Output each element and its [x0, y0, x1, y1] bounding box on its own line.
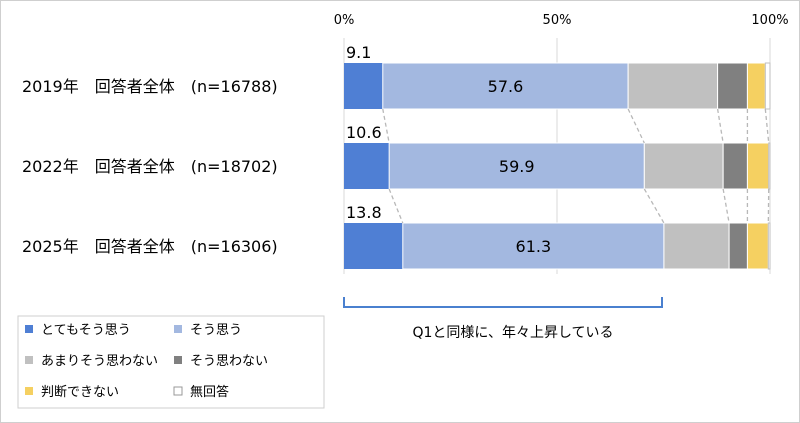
connector-line — [382, 108, 390, 144]
bar-segment — [663, 222, 730, 270]
bar-segment — [402, 222, 665, 270]
bar-segment — [746, 142, 770, 190]
bar-segment — [717, 62, 748, 110]
bar-segment — [767, 222, 771, 270]
data-label: 10.6 — [346, 123, 382, 142]
bar-segment — [746, 222, 769, 270]
legend-swatch — [174, 356, 182, 364]
data-label: 57.6 — [488, 77, 524, 96]
category-label: 2019年 回答者全体 (n=16788) — [22, 77, 278, 96]
bar-segment — [344, 143, 390, 189]
bar-segment — [746, 62, 766, 110]
bar-segment — [627, 62, 719, 110]
legend-label: 判断できない — [41, 385, 119, 400]
legend-swatch — [25, 356, 33, 364]
legend-swatch — [173, 386, 183, 396]
bar-segment — [764, 62, 771, 110]
category-label: 2025年 回答者全体 (n=16306) — [22, 237, 278, 256]
connector-line — [388, 188, 404, 224]
data-label: 13.8 — [346, 203, 382, 222]
category-label: 2022年 回答者全体 (n=18702) — [22, 157, 278, 176]
bar-segment — [382, 62, 629, 110]
connector-line — [764, 108, 770, 144]
bar-segment — [728, 222, 748, 270]
annotation-text: Q1と同様に、年々上昇している — [412, 325, 613, 341]
bar-segment — [344, 63, 383, 109]
data-label: 61.3 — [516, 237, 552, 256]
bar-segment — [643, 142, 724, 190]
legend-swatch — [25, 387, 33, 395]
legend-label: 無回答 — [190, 384, 229, 400]
data-label: 59.9 — [499, 157, 535, 176]
legend-label: あまりそう思わない — [41, 354, 158, 369]
legend-box — [17, 315, 325, 409]
bar-segment — [344, 223, 403, 269]
connector-line — [643, 188, 665, 224]
legend-swatch — [174, 325, 182, 333]
bar-segment — [388, 142, 645, 190]
x-tick-label: 50% — [543, 13, 572, 28]
annotation-bracket — [343, 297, 663, 308]
legend-swatch — [25, 325, 33, 333]
bar-segment — [722, 142, 748, 190]
connector-line — [627, 108, 645, 144]
x-tick-label: 100% — [751, 13, 788, 28]
connector-line — [722, 188, 730, 224]
legend-label: そう思う — [190, 323, 242, 338]
connector-line — [716, 108, 724, 144]
data-label: 9.1 — [346, 43, 371, 62]
legend-label: そう思わない — [190, 354, 268, 369]
legend-label: とてもそう思う — [41, 323, 131, 338]
x-tick-label: 0% — [334, 13, 355, 28]
bar-segment — [768, 142, 771, 190]
